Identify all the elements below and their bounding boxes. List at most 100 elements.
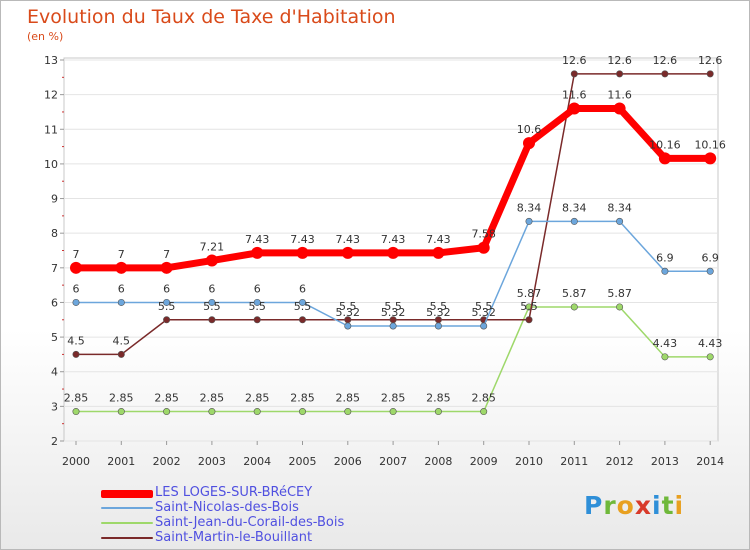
data-point [616, 70, 624, 78]
data-label: 2.85 [426, 392, 451, 405]
data-label: 7.43 [245, 233, 270, 246]
data-point [570, 303, 578, 311]
y-tick-label: 8 [51, 227, 58, 240]
legend-label: Saint-Martin-le-Bouillant [155, 530, 313, 545]
data-point [434, 408, 442, 416]
data-point [298, 298, 306, 306]
data-point [432, 246, 445, 259]
data-label: 6 [254, 282, 261, 295]
legend-swatch [101, 507, 153, 509]
x-tick-label: 2011 [560, 455, 588, 468]
data-label: 7.21 [200, 241, 225, 254]
data-label: 4.5 [113, 334, 131, 347]
x-tick-label: 2000 [62, 455, 90, 468]
y-tick-label: 5 [51, 331, 58, 344]
data-point [658, 152, 671, 165]
data-point [661, 70, 669, 78]
data-label: 7 [73, 248, 80, 261]
data-label: 5.32 [336, 306, 361, 319]
data-label: 5.32 [381, 306, 406, 319]
data-point [208, 298, 216, 306]
legend-label: LES LOGES-SUR-BRéCEY [155, 485, 313, 500]
data-label: 7.43 [290, 233, 315, 246]
y-tick-label: 10 [44, 158, 58, 171]
y-tick-label: 13 [44, 54, 58, 67]
data-label: 12.6 [607, 54, 632, 67]
data-point [570, 70, 578, 78]
x-tick-label: 2004 [243, 455, 271, 468]
data-point [253, 316, 261, 324]
data-point [208, 408, 216, 416]
data-label: 8.34 [562, 201, 587, 214]
data-label: 5.5 [384, 300, 402, 313]
chart-title: Evolution du Taux de Taxe d'Habitation [27, 6, 396, 28]
x-tick-label: 2007 [379, 455, 407, 468]
data-label: 4.5 [67, 334, 85, 347]
proxiti-logo: Proxiti [584, 491, 685, 520]
data-label: 5.32 [426, 306, 451, 319]
data-label: 5.5 [475, 300, 493, 313]
data-label: 12.6 [698, 54, 723, 67]
data-point [344, 322, 352, 330]
y-tick-label: 7 [51, 262, 58, 275]
x-tick-label: 2010 [515, 455, 543, 468]
data-point [477, 241, 490, 254]
data-label: 5.5 [430, 300, 448, 313]
data-point [208, 316, 216, 324]
x-tick-label: 2002 [153, 455, 181, 468]
data-label: 6 [208, 282, 215, 295]
x-tick-label: 2001 [107, 455, 135, 468]
data-point [253, 408, 261, 416]
data-point [570, 217, 578, 225]
data-point [298, 316, 306, 324]
data-label: 8.34 [517, 201, 542, 214]
chart-unit-label: (en %) [27, 30, 64, 43]
legend-label: Saint-Nicolas-des-Bois [155, 500, 299, 515]
data-point [117, 408, 125, 416]
data-point [616, 303, 624, 311]
data-label: 5.5 [203, 300, 221, 313]
data-label: 2.85 [381, 392, 406, 405]
data-label: 6 [299, 282, 306, 295]
data-label: 12.6 [562, 54, 587, 67]
data-label: 8.34 [607, 201, 632, 214]
data-label: 2.85 [154, 392, 179, 405]
data-point [661, 267, 669, 275]
data-point [389, 408, 397, 416]
data-label: 6.9 [701, 251, 719, 264]
x-tick-label: 2005 [289, 455, 317, 468]
data-label: 2.85 [290, 392, 315, 405]
data-point [117, 298, 125, 306]
data-label: 2.85 [245, 392, 270, 405]
data-point [523, 137, 535, 150]
data-label: 2.85 [200, 392, 225, 405]
data-label: 5.87 [562, 287, 587, 300]
data-point [568, 102, 581, 115]
data-point [616, 217, 624, 225]
data-label: 5.5 [339, 300, 357, 313]
y-tick-label: 9 [51, 193, 58, 206]
data-point [389, 322, 397, 330]
data-point [706, 267, 714, 275]
data-point [117, 350, 125, 358]
data-point [253, 298, 261, 306]
data-label: 12.6 [653, 54, 678, 67]
y-tick-label: 11 [44, 123, 58, 136]
data-label: 6 [73, 282, 80, 295]
data-point [163, 298, 171, 306]
x-tick-label: 2009 [470, 455, 498, 468]
data-label: 6 [163, 282, 170, 295]
data-label: 5.5 [248, 300, 266, 313]
data-label: 2.85 [109, 392, 134, 405]
data-point [72, 408, 80, 416]
data-label: 7.58 [471, 228, 496, 241]
data-point [251, 246, 264, 259]
data-point [704, 152, 717, 165]
data-label: 5.5 [520, 300, 538, 313]
y-tick-label: 12 [44, 89, 58, 102]
data-label: 2.85 [64, 392, 89, 405]
data-point [163, 316, 171, 324]
legend-swatch [101, 522, 153, 524]
data-label: 11.6 [562, 88, 587, 101]
